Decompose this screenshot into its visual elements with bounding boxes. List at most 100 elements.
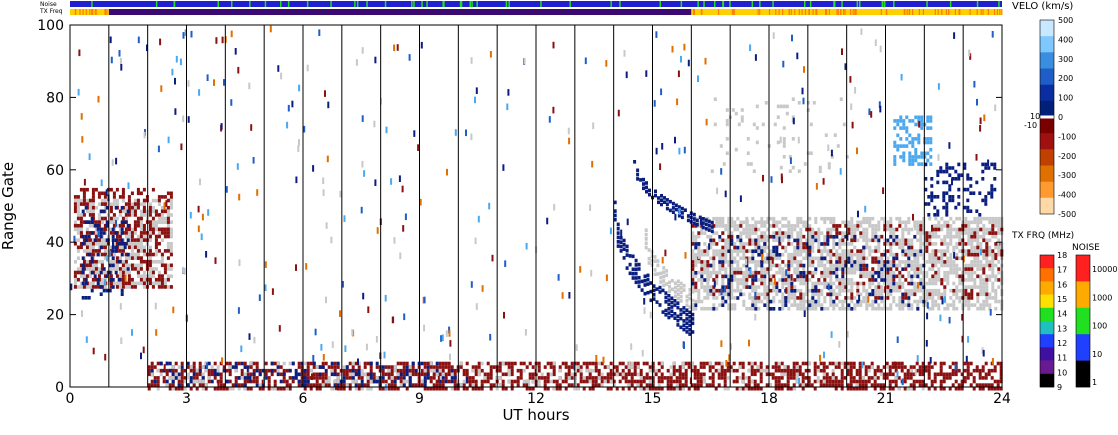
echo-cell — [402, 361, 406, 366]
echo-cell — [766, 256, 770, 261]
echo-cell — [495, 386, 499, 391]
echo-cell — [943, 260, 947, 264]
echo-cell — [877, 220, 881, 225]
echo-cell — [979, 220, 983, 225]
echo-cell — [766, 238, 770, 243]
echo-cell — [288, 368, 292, 373]
echo-cell — [955, 306, 959, 311]
echo-cell — [612, 372, 616, 377]
echo-cell — [841, 288, 845, 293]
echo-cell — [856, 224, 860, 228]
echo-cell — [970, 242, 974, 246]
echo-cell — [736, 296, 740, 300]
echo-cell — [926, 137, 930, 141]
echo-cell — [948, 365, 952, 369]
echo-cell — [933, 195, 937, 199]
echo-cell — [850, 263, 854, 268]
echo-cell — [861, 386, 865, 391]
echo-cell — [171, 368, 175, 373]
echo-cell — [784, 278, 788, 282]
echo-cell — [163, 231, 167, 235]
echo-cell — [930, 383, 934, 387]
echo-cell — [492, 383, 496, 387]
echo-cell — [94, 187, 98, 192]
echo-cell — [929, 155, 933, 159]
echo-cell — [73, 285, 77, 289]
echo-cell — [555, 383, 559, 387]
echo-cell — [862, 281, 866, 286]
echo-cell — [763, 274, 767, 279]
echo-cell — [730, 263, 734, 268]
echo-cell — [847, 252, 851, 257]
echo-cell — [621, 368, 625, 373]
echo-cell — [897, 361, 901, 366]
echo-cell — [976, 267, 980, 271]
echo-cell — [898, 299, 902, 304]
echo-cell — [886, 292, 890, 297]
echo-cell — [148, 281, 152, 286]
echo-cell — [937, 270, 941, 275]
echo-cell — [264, 372, 268, 377]
echo-cell — [892, 260, 896, 264]
echo-cell — [639, 383, 643, 387]
echo-cell — [192, 379, 196, 384]
echo-cell — [157, 202, 161, 206]
echo-cell — [243, 372, 247, 377]
echo-cell — [988, 296, 992, 300]
echo-cell — [919, 224, 923, 228]
echo-cell — [808, 306, 812, 311]
echo-cell — [776, 115, 780, 119]
echo-cell — [700, 299, 704, 304]
echo-cell — [163, 220, 167, 224]
echo-cell — [943, 234, 947, 239]
echo-cell — [742, 242, 746, 246]
echo-cell — [978, 383, 982, 387]
echo-cell — [905, 126, 909, 130]
echo-cell — [876, 383, 880, 387]
echo-cell — [862, 249, 866, 253]
txfreq-strip-tick — [733, 9, 735, 15]
echo-cell — [832, 245, 836, 250]
echo-cell — [976, 224, 980, 228]
echo-cell — [504, 361, 508, 366]
echo-cell — [905, 137, 909, 141]
echo-cell — [856, 256, 860, 261]
echo-cell — [967, 274, 971, 279]
echo-cell — [847, 260, 851, 264]
echo-cell — [801, 386, 805, 391]
top-strips: Noise TX Freq — [39, 1, 1003, 15]
echo-cell — [708, 361, 712, 366]
echo-cell — [691, 281, 695, 286]
echo-cell — [142, 209, 146, 214]
echo-cell — [742, 249, 746, 253]
echo-cell — [81, 242, 85, 246]
echo-cell — [942, 191, 946, 195]
echo-cell — [127, 263, 131, 268]
echo-cell — [169, 267, 173, 271]
echo-cell — [732, 368, 736, 373]
echo-cell — [990, 162, 994, 167]
echo-cell — [393, 386, 397, 391]
echo-cell — [82, 259, 86, 264]
echo-cell — [402, 376, 406, 380]
echo-cell — [898, 238, 902, 243]
echo-cell — [120, 252, 124, 257]
echo-cell — [177, 372, 181, 377]
echo-cell — [763, 220, 767, 225]
echo-cell — [945, 372, 949, 377]
echo-cell — [793, 260, 797, 264]
echo-cell — [946, 256, 950, 261]
txfreq-strip-tick — [89, 9, 91, 15]
echo-cell — [618, 361, 622, 366]
echo-cell — [597, 368, 601, 373]
echo-cell — [874, 227, 878, 232]
txfreq-strip-tick — [808, 9, 810, 15]
echo-cell — [474, 379, 478, 384]
echo-cell — [972, 191, 976, 195]
echo-cell — [907, 306, 911, 311]
echo-cell — [477, 365, 481, 369]
txfreq-strip-tick — [82, 9, 84, 15]
echo-cell — [166, 274, 170, 278]
echo-cell — [724, 238, 728, 243]
echo-cell — [904, 260, 908, 264]
